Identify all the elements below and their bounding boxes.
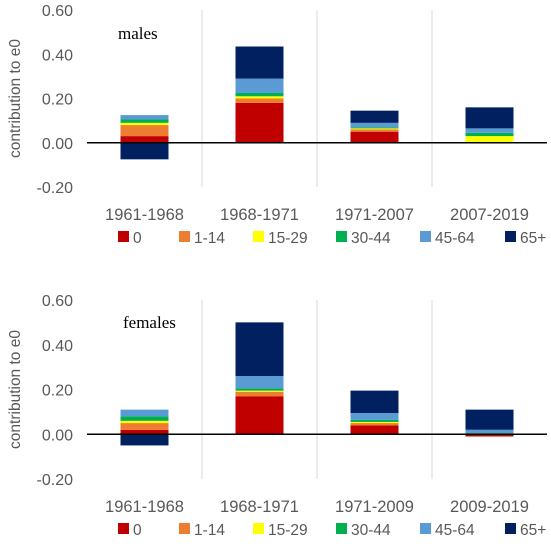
legend-swatch [505,231,516,242]
bar-segment [350,127,399,129]
bar-segment [465,107,514,129]
bar-segment [465,128,514,133]
legend-label: 30-44 [351,522,391,539]
bar-segment [350,423,399,426]
legend-swatch [179,231,190,242]
category-label: 1968-1971 [220,206,299,224]
bar-segment [120,119,169,123]
legend-label: 1-14 [194,230,225,247]
bar-segment [120,409,169,417]
bar-segment [235,96,284,99]
y-tick-label: 0.20 [42,92,73,109]
y-axis-label: contribution to e0 [7,330,24,449]
bar-segment [465,136,514,143]
bar-segment [465,429,514,434]
bar-segment [235,396,284,435]
bar-segment [350,129,399,132]
legend-swatch [336,231,347,242]
category-label: 2007-2019 [450,206,529,224]
bar-segment [120,142,169,160]
legend-label: 30-44 [351,230,391,247]
legend-label: 45-64 [435,230,475,247]
legend-swatch [420,523,431,534]
legend-swatch [505,523,516,534]
bar-segment [235,46,284,79]
bar-segment [350,419,399,422]
bar-segment [120,136,169,143]
panel-label: males [118,24,158,43]
bar-segment [235,390,284,392]
legend-label: 15-29 [268,230,308,247]
legend-label: 0 [133,230,142,247]
bar-segment [235,78,284,93]
bar-segment [350,131,399,143]
bar-segment [235,376,284,389]
bar-segment [350,128,399,130]
category-label: 1971-2009 [335,498,414,516]
bar-segment [120,429,169,435]
males-panel: -0.20 0.00 0.20 0.40 0.60 contribution to e0 1… [7,3,547,247]
category-label: 1968-1971 [220,498,299,516]
bar-segment [120,434,169,446]
bar-segment [465,434,514,437]
y-tick-label: 0.40 [42,47,73,64]
category-label: 1961-1968 [105,206,184,224]
legend-swatch [420,231,431,242]
legend-swatch [118,231,129,242]
bar-segment [465,409,514,430]
bar-segment [350,390,399,413]
legend-label: 15-29 [268,522,308,539]
legend-label: 0 [133,522,142,539]
bar-segment [235,322,284,377]
legend-swatch [118,523,129,534]
panel-label: females [123,313,176,332]
y-axis-label: contribution to e0 [7,39,24,158]
bar-segment [120,122,169,126]
legend-swatch [253,523,264,534]
bar-segment [350,110,399,123]
y-tick-label: -0.20 [37,180,74,197]
legend-label: 45-64 [435,522,475,539]
legend-label: 65+ [520,522,546,539]
bar-segment [350,412,399,420]
y-tick-label: 0.00 [42,427,73,444]
category-label: 2009-2019 [450,498,529,516]
bar-segment [350,122,399,128]
bar-segment [120,420,169,424]
bar-segment [350,425,399,435]
legend-label: 1-14 [194,522,225,539]
legend-label: 65+ [520,230,546,247]
bar-segment [465,132,514,137]
y-tick-label: 0.40 [42,338,73,355]
bar-segment [120,125,169,137]
y-tick-label: 0.00 [42,136,73,153]
y-tick-label: 0.20 [42,383,73,400]
legend-swatch [336,523,347,534]
legend-swatch [179,523,190,534]
bar-segment [235,102,284,143]
bar-segment [235,98,284,103]
y-tick-label: 0.60 [42,293,73,310]
bar-segment [120,423,169,430]
bar-segment [235,92,284,97]
bar-segment [235,391,284,397]
y-tick-label: -0.20 [37,472,74,489]
bar-segment [350,421,399,424]
category-label: 1961-1968 [105,498,184,516]
bar-segment [120,115,169,120]
bar-segment [235,388,284,391]
females-panel: -0.20 0.00 0.20 0.40 0.60 contribution to e0 1… [7,293,547,539]
category-label: 1971-2007 [335,206,414,224]
y-tick-label: 0.60 [42,3,73,20]
legend-swatch [253,231,264,242]
bar-segment [120,416,169,421]
